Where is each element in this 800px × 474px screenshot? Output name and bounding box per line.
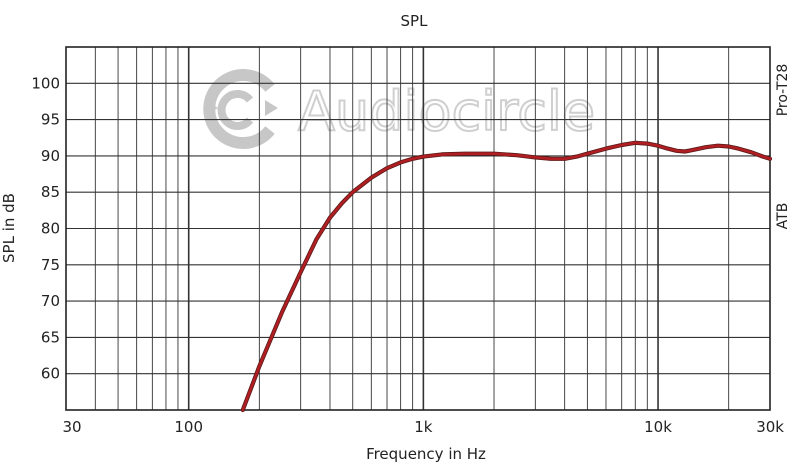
right-label-atb: ATB bbox=[775, 203, 791, 230]
y-tick-label: 85 bbox=[41, 183, 60, 201]
right-label-pro-t28: Pro-T28 bbox=[775, 64, 791, 117]
x-tick-label: 30k bbox=[756, 418, 784, 436]
x-tick-label: 1k bbox=[414, 418, 433, 436]
y-tick-label: 75 bbox=[41, 256, 60, 274]
y-tick-label: 65 bbox=[41, 328, 60, 346]
chart-title: SPL bbox=[401, 12, 429, 30]
x-tick-label: 100 bbox=[174, 418, 203, 436]
audiocircle-logo-icon bbox=[203, 69, 278, 149]
y-tick-label: 60 bbox=[41, 365, 60, 383]
y-tick-label: 70 bbox=[41, 292, 60, 310]
x-tick-label: 10k bbox=[644, 418, 672, 436]
plot-grid bbox=[66, 47, 770, 410]
y-tick-label: 100 bbox=[31, 74, 60, 92]
plot-frame bbox=[65, 46, 771, 411]
audiocircle-watermark: Audiocircle bbox=[203, 69, 596, 149]
y-tick-label: 95 bbox=[41, 111, 60, 129]
series-curves bbox=[240, 140, 773, 413]
watermark-text: Audiocircle bbox=[298, 80, 595, 143]
x-axis-ticks: 30 100 1k 10k 30k bbox=[62, 418, 784, 436]
x-tick-label: 30 bbox=[62, 418, 81, 436]
y-axis-ticks: 60 65 70 75 80 85 90 95 100 bbox=[31, 74, 60, 382]
x-axis-title: Frequency in Hz bbox=[366, 445, 486, 463]
series-line-shadow bbox=[240, 140, 773, 413]
y-tick-label: 80 bbox=[41, 220, 60, 238]
series-line bbox=[241, 141, 772, 412]
y-axis-title: SPL in dB bbox=[0, 193, 18, 263]
y-tick-label: 90 bbox=[41, 147, 60, 165]
